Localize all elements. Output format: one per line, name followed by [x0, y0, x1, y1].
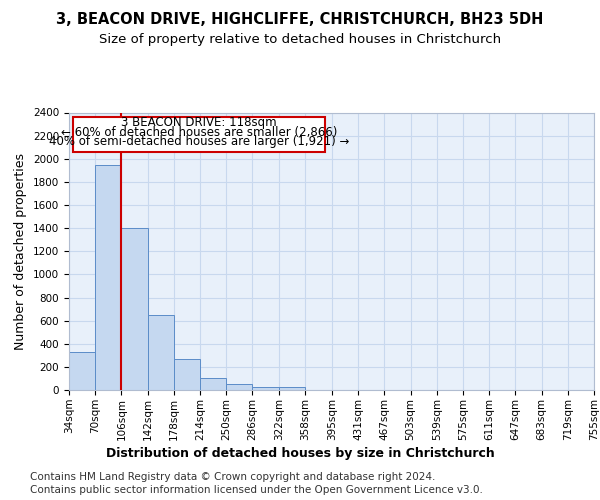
Bar [279, 387, 305, 390]
Bar [174, 359, 200, 390]
Bar [226, 384, 253, 390]
Bar [69, 352, 95, 390]
Bar [121, 228, 148, 390]
Y-axis label: Number of detached properties: Number of detached properties [14, 153, 28, 350]
Bar [148, 316, 174, 390]
Bar [200, 378, 226, 390]
Text: 3 BEACON DRIVE: 118sqm: 3 BEACON DRIVE: 118sqm [121, 116, 277, 130]
Text: 40% of semi-detached houses are larger (1,921) →: 40% of semi-detached houses are larger (… [49, 135, 349, 148]
Text: 3, BEACON DRIVE, HIGHCLIFFE, CHRISTCHURCH, BH23 5DH: 3, BEACON DRIVE, HIGHCLIFFE, CHRISTCHURC… [56, 12, 544, 28]
Bar [95, 164, 121, 390]
Text: Distribution of detached houses by size in Christchurch: Distribution of detached houses by size … [106, 448, 494, 460]
Text: Size of property relative to detached houses in Christchurch: Size of property relative to detached ho… [99, 32, 501, 46]
Bar [253, 386, 279, 390]
Text: Contains public sector information licensed under the Open Government Licence v3: Contains public sector information licen… [30, 485, 483, 495]
Text: Contains HM Land Registry data © Crown copyright and database right 2024.: Contains HM Land Registry data © Crown c… [30, 472, 436, 482]
Text: ← 60% of detached houses are smaller (2,866): ← 60% of detached houses are smaller (2,… [61, 126, 337, 138]
FancyBboxPatch shape [73, 116, 325, 152]
